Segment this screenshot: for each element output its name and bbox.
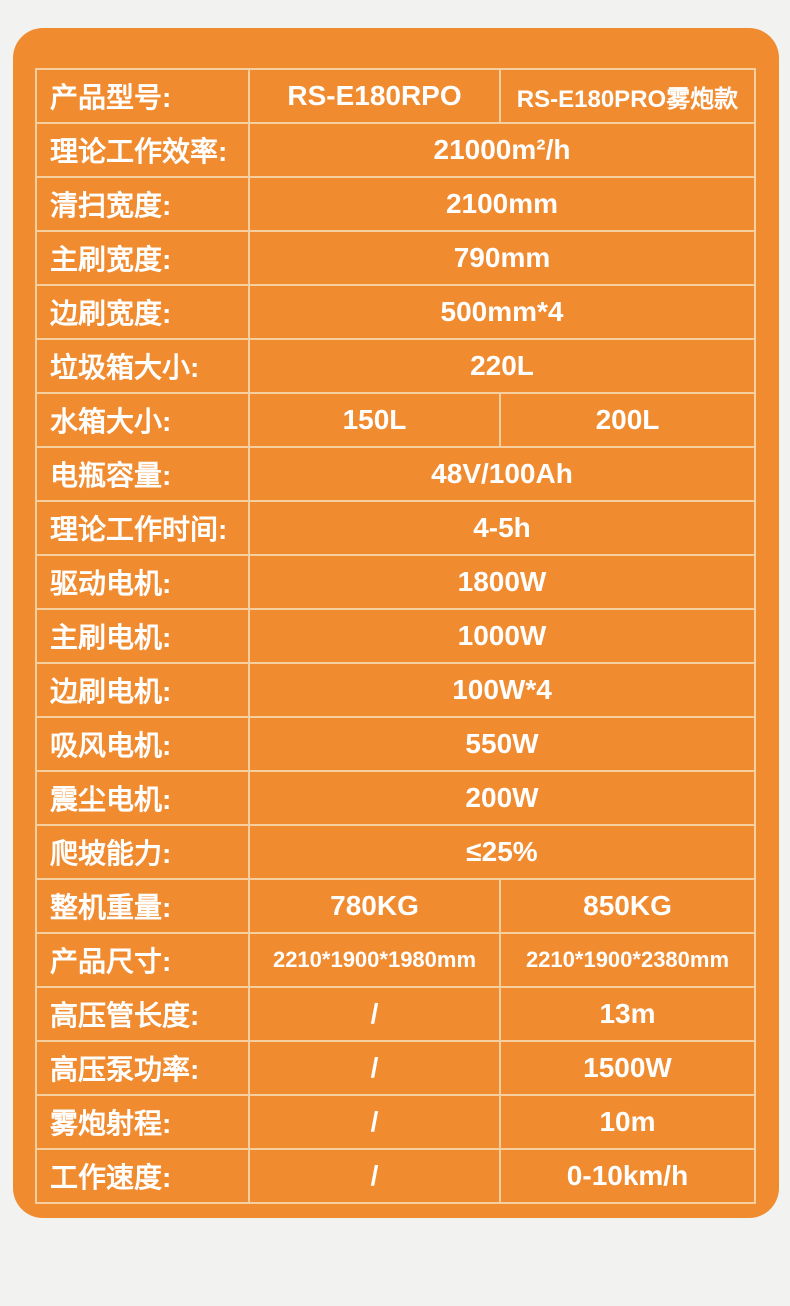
- spec-card: 产品型号: RS-E180RPO RS-E180PRO雾炮款 理论工作效率: 2…: [13, 28, 779, 1218]
- spec-value: 850KG: [499, 878, 756, 934]
- spec-label: 工作速度:: [35, 1148, 250, 1204]
- spec-label: 理论工作效率:: [35, 122, 250, 178]
- spec-row-high-pressure-hose-length: 高压管长度: / 13m: [35, 986, 756, 1042]
- spec-row-work-time: 理论工作时间: 4-5h: [35, 500, 756, 556]
- spec-row-high-pressure-pump-power: 高压泵功率: / 1500W: [35, 1040, 756, 1096]
- spec-row-side-brush-motor: 边刷电机: 100W*4: [35, 662, 756, 718]
- spec-value: 13m: [499, 986, 756, 1042]
- spec-row-work-speed: 工作速度: / 0-10km/h: [35, 1148, 756, 1204]
- spec-label: 边刷电机:: [35, 662, 250, 718]
- spec-value: 150L: [248, 392, 501, 448]
- spec-value: 100W*4: [248, 662, 756, 718]
- spec-value: ≤25%: [248, 824, 756, 880]
- spec-label: 雾炮射程:: [35, 1094, 250, 1150]
- spec-label: 主刷宽度:: [35, 230, 250, 286]
- spec-row-drive-motor: 驱动电机: 1800W: [35, 554, 756, 610]
- spec-row-product-model: 产品型号: RS-E180RPO RS-E180PRO雾炮款: [35, 68, 756, 124]
- spec-label: 高压泵功率:: [35, 1040, 250, 1096]
- spec-value: 550W: [248, 716, 756, 772]
- spec-value: 1500W: [499, 1040, 756, 1096]
- spec-value: 48V/100Ah: [248, 446, 756, 502]
- spec-label: 震尘电机:: [35, 770, 250, 826]
- spec-label: 整机重量:: [35, 878, 250, 934]
- spec-table: 产品型号: RS-E180RPO RS-E180PRO雾炮款 理论工作效率: 2…: [35, 68, 756, 1204]
- spec-value: 220L: [248, 338, 756, 394]
- spec-value: 10m: [499, 1094, 756, 1150]
- spec-row-fog-cannon-range: 雾炮射程: / 10m: [35, 1094, 756, 1150]
- spec-value: 200L: [499, 392, 756, 448]
- spec-value: 2210*1900*1980mm: [248, 932, 501, 988]
- spec-row-battery-capacity: 电瓶容量: 48V/100Ah: [35, 446, 756, 502]
- spec-value: 4-5h: [248, 500, 756, 556]
- spec-row-trash-bin-size: 垃圾箱大小: 220L: [35, 338, 756, 394]
- spec-label: 清扫宽度:: [35, 176, 250, 232]
- spec-value: /: [248, 1040, 501, 1096]
- spec-label: 垃圾箱大小:: [35, 338, 250, 394]
- spec-row-work-efficiency: 理论工作效率: 21000m²/h: [35, 122, 756, 178]
- spec-value: 1800W: [248, 554, 756, 610]
- spec-row-sweep-width: 清扫宽度: 2100mm: [35, 176, 756, 232]
- spec-value: 21000m²/h: [248, 122, 756, 178]
- spec-label: 理论工作时间:: [35, 500, 250, 556]
- spec-row-product-dimensions: 产品尺寸: 2210*1900*1980mm 2210*1900*2380mm: [35, 932, 756, 988]
- spec-value: 1000W: [248, 608, 756, 664]
- spec-label: 产品尺寸:: [35, 932, 250, 988]
- spec-row-main-brush-motor: 主刷电机: 1000W: [35, 608, 756, 664]
- spec-value: RS-E180PRO雾炮款: [499, 68, 756, 124]
- spec-value: 2100mm: [248, 176, 756, 232]
- spec-row-side-brush-width: 边刷宽度: 500mm*4: [35, 284, 756, 340]
- spec-value: /: [248, 1148, 501, 1204]
- spec-label: 主刷电机:: [35, 608, 250, 664]
- spec-value: 2210*1900*2380mm: [499, 932, 756, 988]
- spec-value: 500mm*4: [248, 284, 756, 340]
- spec-label: 边刷宽度:: [35, 284, 250, 340]
- spec-label: 高压管长度:: [35, 986, 250, 1042]
- spec-row-climbing-ability: 爬坡能力: ≤25%: [35, 824, 756, 880]
- spec-label: 吸风电机:: [35, 716, 250, 772]
- spec-value: /: [248, 1094, 501, 1150]
- spec-row-water-tank-size: 水箱大小: 150L 200L: [35, 392, 756, 448]
- spec-row-suction-motor: 吸风电机: 550W: [35, 716, 756, 772]
- spec-value: 780KG: [248, 878, 501, 934]
- spec-row-main-brush-width: 主刷宽度: 790mm: [35, 230, 756, 286]
- spec-value: 200W: [248, 770, 756, 826]
- spec-value: 790mm: [248, 230, 756, 286]
- spec-label: 驱动电机:: [35, 554, 250, 610]
- spec-label: 电瓶容量:: [35, 446, 250, 502]
- spec-label: 爬坡能力:: [35, 824, 250, 880]
- spec-row-machine-weight: 整机重量: 780KG 850KG: [35, 878, 756, 934]
- spec-label: 水箱大小:: [35, 392, 250, 448]
- spec-label: 产品型号:: [35, 68, 250, 124]
- spec-value: /: [248, 986, 501, 1042]
- spec-row-dust-shake-motor: 震尘电机: 200W: [35, 770, 756, 826]
- spec-value: 0-10km/h: [499, 1148, 756, 1204]
- spec-value: RS-E180RPO: [248, 68, 501, 124]
